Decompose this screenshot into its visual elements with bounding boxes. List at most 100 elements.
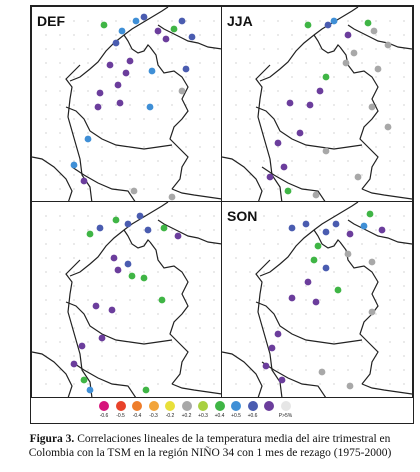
- station-marker: [330, 17, 338, 25]
- country-borders: [222, 202, 412, 397]
- country-borders: [222, 7, 412, 201]
- station-marker: [106, 61, 114, 69]
- station-marker: [312, 191, 320, 199]
- station-marker: [344, 250, 352, 258]
- station-marker: [370, 27, 378, 35]
- station-marker: [274, 139, 282, 147]
- station-marker: [354, 173, 362, 181]
- legend-label: +0.5: [231, 413, 241, 419]
- grid: [45, 20, 215, 190]
- station-marker: [140, 274, 148, 282]
- station-marker: [378, 226, 386, 234]
- station-marker: [346, 382, 354, 390]
- panel-label: DEF: [37, 13, 65, 29]
- stations: [70, 13, 196, 201]
- station-marker: [142, 386, 150, 394]
- station-marker: [108, 306, 116, 314]
- grid: [235, 20, 405, 190]
- legend-swatch: [115, 401, 126, 411]
- station-marker: [314, 242, 322, 250]
- legend-swatch: [280, 401, 291, 411]
- station-marker: [124, 260, 132, 268]
- station-marker: [312, 298, 320, 306]
- panel-label: JJA: [227, 13, 253, 29]
- station-marker: [266, 173, 274, 181]
- figure: DEF JJA SON -0.6 -0.5 -0.4 -0.3 -0.2 +0.2 +0.3…: [30, 5, 414, 424]
- legend-label: P>5%: [278, 413, 293, 419]
- station-marker: [368, 258, 376, 266]
- station-marker: [122, 69, 130, 77]
- station-marker: [384, 41, 392, 49]
- country-borders: [32, 7, 221, 201]
- station-marker: [158, 296, 166, 304]
- station-marker: [110, 254, 118, 262]
- station-marker: [178, 17, 186, 25]
- station-marker: [140, 13, 148, 21]
- legend-swatch: [198, 401, 208, 411]
- map-svg: [32, 7, 221, 201]
- legend-label: -0.2: [165, 413, 175, 419]
- station-marker: [144, 226, 152, 234]
- station-marker: [160, 224, 168, 232]
- station-marker: [344, 31, 352, 39]
- station-marker: [112, 39, 120, 47]
- station-marker: [124, 220, 132, 228]
- legend-label: +0.6: [247, 413, 258, 419]
- station-marker: [268, 344, 276, 352]
- station-marker: [322, 228, 330, 236]
- caption-line-2: Colombia con la TSM en la región NIÑO 34…: [28, 447, 392, 459]
- station-marker: [100, 21, 108, 29]
- station-marker: [80, 376, 88, 384]
- station-marker: [310, 256, 318, 264]
- coastline: [255, 259, 283, 397]
- station-marker: [78, 342, 86, 350]
- station-marker: [288, 224, 296, 232]
- legend-swatch: [99, 401, 109, 411]
- station-marker: [316, 87, 324, 95]
- station-marker: [262, 362, 270, 370]
- station-marker: [112, 216, 120, 224]
- station-marker: [84, 135, 92, 143]
- station-marker: [136, 212, 144, 220]
- station-marker: [284, 187, 292, 195]
- map-svg: [222, 202, 412, 397]
- coastline: [65, 259, 93, 397]
- legend-label: -0.3: [149, 413, 158, 419]
- station-marker: [322, 147, 330, 155]
- map-panel-mam: [31, 201, 222, 398]
- legend-swatch: [214, 401, 225, 411]
- station-marker: [188, 33, 196, 41]
- legend-label: +0.2: [181, 413, 192, 419]
- station-marker: [366, 210, 374, 218]
- station-marker: [324, 21, 332, 29]
- coastline: [65, 64, 93, 201]
- station-marker: [286, 99, 294, 107]
- station-marker: [384, 123, 392, 131]
- caption-line-1: Correlaciones lineales de la temperatura…: [77, 433, 391, 445]
- station-marker: [296, 129, 304, 137]
- station-marker: [304, 278, 312, 286]
- legend-label: -0.6: [99, 413, 109, 419]
- station-marker: [116, 99, 124, 107]
- station-marker: [98, 334, 106, 342]
- station-marker: [174, 232, 182, 240]
- map-svg: [32, 202, 221, 397]
- station-marker: [170, 25, 178, 33]
- station-marker: [368, 308, 376, 316]
- station-marker: [114, 81, 122, 89]
- station-marker: [280, 163, 288, 171]
- station-marker: [86, 386, 94, 394]
- station-marker: [128, 272, 136, 280]
- station-marker: [346, 230, 354, 238]
- station-marker: [318, 368, 326, 376]
- station-marker: [274, 330, 282, 338]
- map-svg: [222, 7, 412, 201]
- station-marker: [130, 187, 138, 195]
- station-marker: [374, 65, 382, 73]
- station-marker: [334, 286, 342, 294]
- station-marker: [132, 17, 140, 25]
- station-marker: [322, 73, 330, 81]
- legend-swatch: [264, 401, 274, 411]
- station-marker: [94, 103, 102, 111]
- station-marker: [96, 89, 104, 97]
